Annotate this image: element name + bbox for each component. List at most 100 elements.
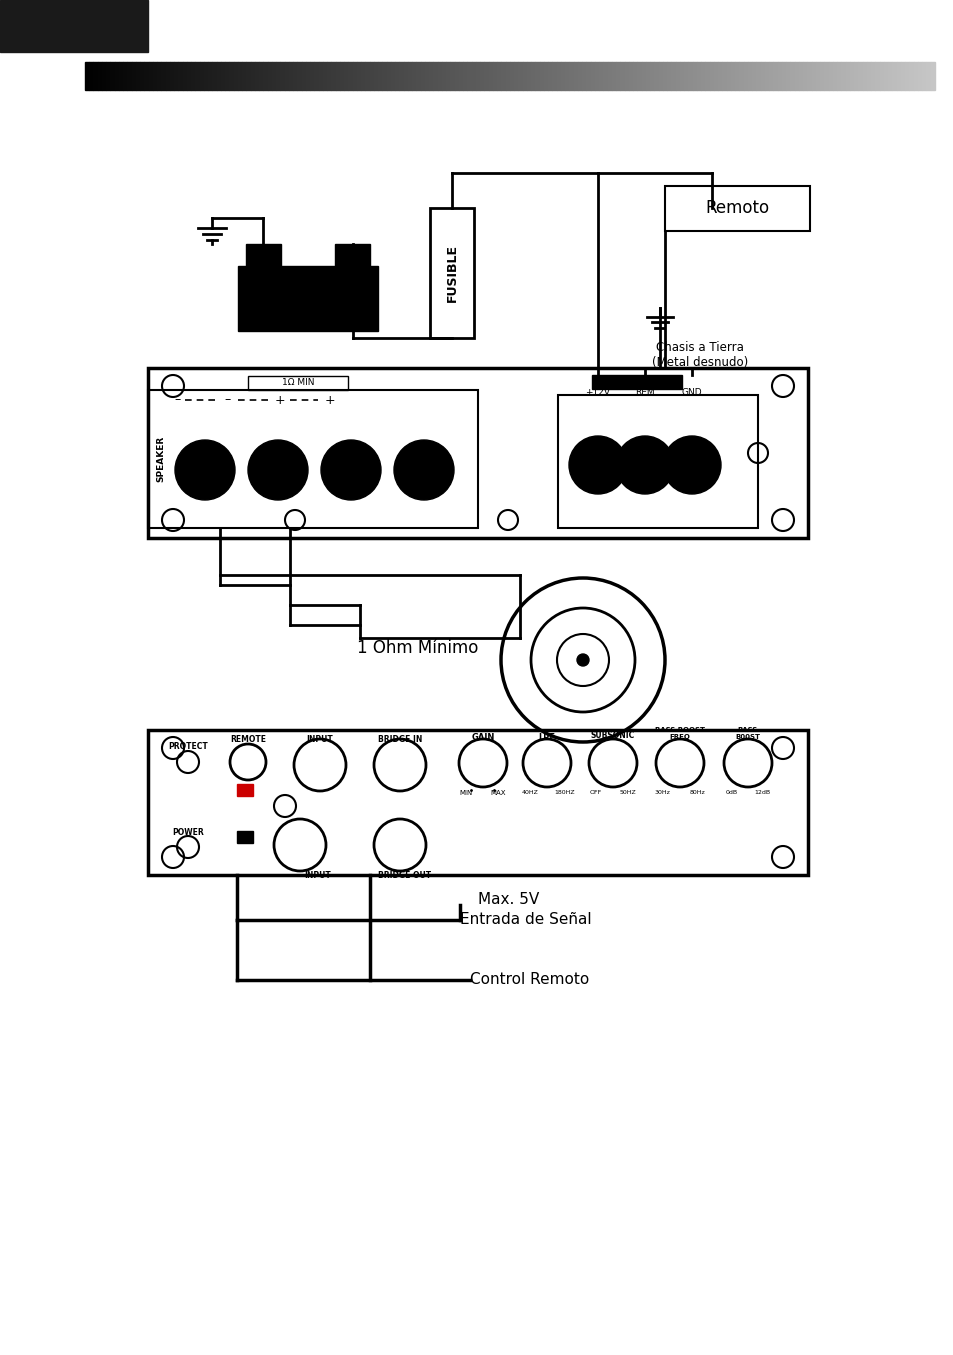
Bar [887,62,892,89]
Bar [263,62,268,89]
Bar [641,62,645,89]
Bar [853,62,858,89]
Bar [501,62,505,89]
Bar [204,62,208,89]
Bar [526,62,531,89]
Bar [272,62,276,89]
Text: R: R [241,786,248,794]
Bar [382,62,386,89]
Text: +: + [324,394,335,408]
Bar [331,62,335,89]
Bar [510,62,514,89]
Text: 0dB: 0dB [725,790,738,795]
Text: Español: Español [19,16,129,41]
Bar [437,62,441,89]
Bar [883,62,887,89]
Bar [612,62,616,89]
Bar [213,62,216,89]
Bar [659,62,662,89]
Text: MAX: MAX [490,790,505,795]
Bar [348,62,353,89]
Bar [837,62,841,89]
Bar [697,62,700,89]
Bar [896,62,900,89]
Bar [114,62,119,89]
Text: GAIN: GAIN [471,733,495,743]
Bar [764,62,768,89]
Bar [170,62,174,89]
Bar [922,62,925,89]
Text: +: + [274,394,285,408]
Bar [199,62,204,89]
Bar [866,62,870,89]
Bar [455,62,458,89]
Bar [152,62,157,89]
Bar [335,244,370,268]
Bar [785,62,790,89]
Bar [111,62,114,89]
Bar [208,62,213,89]
Bar [752,62,756,89]
Bar [140,62,144,89]
Bar [790,62,794,89]
Bar [679,62,683,89]
Bar [781,62,785,89]
Bar [675,62,679,89]
Bar [488,62,493,89]
Text: BASS BOOST
FREQ: BASS BOOST FREQ [655,728,704,740]
Bar [522,62,526,89]
Circle shape [577,654,588,667]
Bar [820,62,823,89]
Text: −: − [257,249,269,263]
Bar [849,62,853,89]
Bar [149,62,152,89]
Bar [386,62,391,89]
Bar [773,62,777,89]
Bar [892,62,896,89]
Circle shape [248,440,308,500]
Bar [148,369,807,538]
Bar [370,62,374,89]
Bar [236,785,253,795]
Bar [183,62,187,89]
Bar [476,62,479,89]
Bar [467,62,471,89]
Bar [879,62,883,89]
Bar [356,62,361,89]
Bar [908,62,913,89]
Text: POWER: POWER [618,378,655,386]
Bar [248,375,348,390]
Bar [221,62,225,89]
Circle shape [394,440,454,500]
Bar [662,62,666,89]
Bar [756,62,760,89]
Bar [760,62,764,89]
Bar [306,62,310,89]
Bar [739,62,743,89]
Bar [233,62,237,89]
Bar [484,62,488,89]
Text: FUSIBLE: FUSIBLE [445,244,458,302]
Bar [730,62,735,89]
Bar [845,62,849,89]
Text: INPUT: INPUT [304,870,331,879]
Circle shape [616,436,673,495]
Bar [505,62,510,89]
Bar [700,62,705,89]
Bar [166,62,170,89]
Bar [128,62,132,89]
Bar [633,62,637,89]
Text: –: – [225,393,231,406]
Text: Remoto: Remoto [704,199,768,217]
Bar [106,62,111,89]
Bar [713,62,718,89]
Bar [148,390,477,528]
Bar [458,62,463,89]
Text: Max. 5V: Max. 5V [477,893,538,908]
Bar [603,62,607,89]
Bar [539,62,543,89]
Bar [806,62,811,89]
Text: 1 Ohm Mínimo: 1 Ohm Mínimo [357,640,478,657]
Bar [799,62,802,89]
Bar [619,62,624,89]
